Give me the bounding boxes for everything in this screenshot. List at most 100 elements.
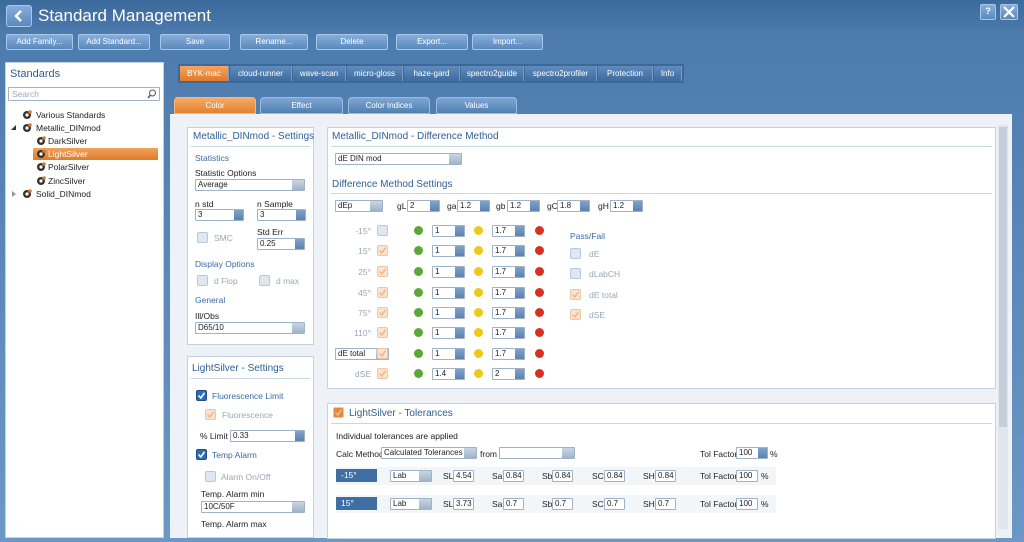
tree-toggle[interactable] <box>10 190 18 198</box>
toolbar-button[interactable]: Export... <box>396 34 468 50</box>
smc-checkbox[interactable] <box>197 232 208 243</box>
toolbar-button[interactable]: Rename... <box>240 34 308 50</box>
tolerance-field[interactable]: 0.7 <box>655 498 676 510</box>
device-tab[interactable]: Protection <box>598 66 653 81</box>
tree-node[interactable]: PolarSilver <box>48 162 90 173</box>
fail-spinner[interactable]: 1.7 <box>492 287 525 299</box>
device-tab[interactable]: micro-gloss <box>347 66 403 81</box>
warn-spinner[interactable]: 1 <box>432 348 465 360</box>
warn-spinner[interactable]: 1 <box>432 225 465 237</box>
warn-spinner[interactable]: 1 <box>432 287 465 299</box>
tolerance-field[interactable]: 3.73 <box>453 498 474 510</box>
d-max-checkbox[interactable] <box>259 275 270 286</box>
weight-spinner[interactable]: 1.2 <box>507 200 540 212</box>
alarm-min-dropdown[interactable]: 10C/50F <box>201 501 305 513</box>
pass-fail-checkbox[interactable] <box>570 248 581 259</box>
tol-factor-field[interactable]: 100 <box>736 498 758 510</box>
warn-spinner[interactable]: 1 <box>432 245 465 257</box>
tolerance-field[interactable]: 4.54 <box>453 470 474 482</box>
temp-alarm-checkbox[interactable] <box>196 449 207 460</box>
n-sample-spinner[interactable]: 3 <box>257 209 306 221</box>
toolbar-button[interactable]: Import... <box>472 34 543 50</box>
search-box[interactable] <box>8 87 160 101</box>
tolerance-field[interactable]: 0.84 <box>552 470 573 482</box>
sub-tab[interactable]: Effect <box>260 97 343 114</box>
tolerances-checkbox[interactable] <box>333 407 344 418</box>
tolerance-field[interactable]: 0.84 <box>604 470 625 482</box>
warn-spinner[interactable]: 1.4 <box>432 368 465 380</box>
alarm-checkbox[interactable] <box>205 471 216 482</box>
device-tab[interactable]: wave-scan <box>293 66 346 81</box>
row-checkbox[interactable] <box>377 348 388 359</box>
statistic-dropdown[interactable]: Average <box>195 179 305 191</box>
d-flop-checkbox[interactable] <box>197 275 208 286</box>
tolerance-field[interactable]: 0.7 <box>604 498 625 510</box>
ill-obs-dropdown[interactable]: D65/10 <box>195 322 305 334</box>
warn-spinner[interactable]: 1 <box>432 266 465 278</box>
row-checkbox[interactable] <box>377 327 388 338</box>
tree-node[interactable]: Various Standards <box>36 110 106 120</box>
mode-dropdown[interactable]: dEp <box>335 200 383 212</box>
help-button[interactable]: ? <box>980 4 996 20</box>
row-checkbox[interactable] <box>377 266 388 277</box>
close-button[interactable] <box>1000 4 1018 20</box>
device-tab[interactable]: BYK-mac <box>180 66 229 81</box>
tree-node[interactable]: Solid_DINmod <box>36 188 91 199</box>
tree-toggle[interactable] <box>10 124 18 132</box>
tol-factor-field[interactable]: 100 <box>736 470 758 482</box>
fluorescence-checkbox[interactable] <box>205 409 216 420</box>
tree-node[interactable]: ZincSilver <box>48 175 86 186</box>
tree-node[interactable]: DarkSilver <box>48 136 88 146</box>
fail-spinner[interactable]: 1.7 <box>492 225 525 237</box>
row-checkbox[interactable] <box>377 225 388 236</box>
pass-fail-checkbox[interactable] <box>570 309 581 320</box>
row-checkbox[interactable] <box>377 307 388 318</box>
n-std-spinner[interactable]: 3 <box>195 209 244 221</box>
angle-tag[interactable]: 15° <box>336 497 377 510</box>
fail-spinner[interactable]: 2 <box>492 368 525 380</box>
toolbar-button[interactable]: Save <box>160 34 230 50</box>
weight-spinner[interactable]: 1.8 <box>557 200 590 212</box>
angle-tag[interactable]: -15° <box>336 469 377 482</box>
device-tab[interactable]: haze-gard <box>404 66 460 81</box>
device-tab[interactable]: spectro2profiler <box>525 66 597 81</box>
space-dropdown[interactable]: Lab <box>390 498 432 510</box>
back-button[interactable] <box>6 5 32 27</box>
from-dropdown[interactable] <box>499 447 575 459</box>
toolbar-button[interactable]: Add Family... <box>6 34 73 50</box>
fail-spinner[interactable]: 1.7 <box>492 348 525 360</box>
tol-factor-spinner[interactable]: 100 <box>736 447 768 459</box>
weight-spinner[interactable]: 1.2 <box>457 200 490 212</box>
fail-spinner[interactable]: 1.7 <box>492 307 525 319</box>
tree-node[interactable]: Metallic_DINmod <box>36 123 101 133</box>
row-checkbox[interactable] <box>377 368 388 379</box>
warn-spinner[interactable]: 1 <box>432 327 465 339</box>
toolbar-button[interactable]: Delete <box>316 34 388 50</box>
pass-fail-checkbox[interactable] <box>570 289 581 300</box>
tolerance-field[interactable]: 0.84 <box>655 470 676 482</box>
warn-spinner[interactable]: 1 <box>432 307 465 319</box>
calc-dropdown[interactable]: Calculated Tolerances <box>381 447 477 459</box>
fluorescence-limit-checkbox[interactable] <box>196 390 207 401</box>
fail-spinner[interactable]: 1.7 <box>492 245 525 257</box>
tolerance-field[interactable]: 0.7 <box>552 498 573 510</box>
method-dropdown[interactable]: dE DIN mod <box>335 153 462 165</box>
weight-spinner[interactable]: 2 <box>407 200 440 212</box>
tree-node[interactable]: LightSilver <box>48 149 88 160</box>
tolerance-field[interactable]: 0.7 <box>503 498 524 510</box>
row-checkbox[interactable] <box>377 245 388 256</box>
limit-spinner[interactable]: 0.33 <box>230 430 305 442</box>
toolbar-button[interactable]: Add Standard... <box>78 34 150 50</box>
row-checkbox[interactable] <box>377 287 388 298</box>
space-dropdown[interactable]: Lab <box>390 470 432 482</box>
tolerance-field[interactable]: 0.84 <box>503 470 524 482</box>
sub-tab[interactable]: Values <box>436 97 517 114</box>
device-tab[interactable]: cloud-runner <box>230 66 292 81</box>
sub-tab[interactable]: Color Indices <box>348 97 430 114</box>
pass-fail-checkbox[interactable] <box>570 268 581 279</box>
sub-tab[interactable]: Color <box>174 97 256 114</box>
device-tab[interactable]: Info <box>654 66 682 81</box>
fail-spinner[interactable]: 1.7 <box>492 266 525 278</box>
device-tab[interactable]: spectro2guide <box>461 66 524 81</box>
fail-spinner[interactable]: 1.7 <box>492 327 525 339</box>
